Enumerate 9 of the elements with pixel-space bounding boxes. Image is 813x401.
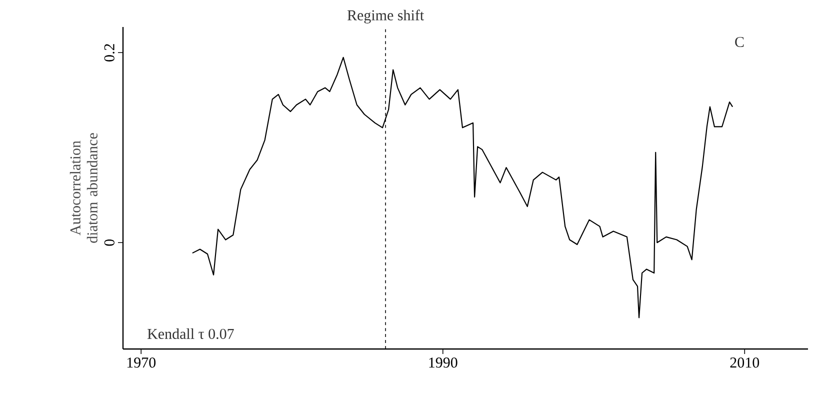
y-tick-label: 0.2	[104, 44, 114, 62]
x-tick-label: 2010	[730, 358, 760, 368]
y-tick-label: 0	[104, 239, 114, 246]
y-axis-title: Autocorrelation diatom abundance	[70, 133, 98, 243]
x-tick-label: 1990	[429, 358, 458, 368]
ref-line-label: Regime shift	[347, 10, 424, 24]
annotation: C	[735, 36, 744, 48]
annotation: Kendall τ 0.07	[148, 328, 234, 340]
x-tick-label: 1970	[127, 358, 156, 368]
